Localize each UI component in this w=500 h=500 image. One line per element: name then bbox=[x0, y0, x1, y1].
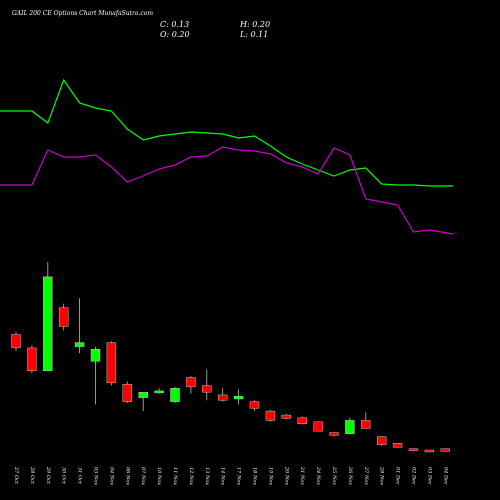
candle-body bbox=[43, 276, 53, 371]
candle-body bbox=[313, 421, 323, 432]
candle-body bbox=[377, 436, 387, 445]
candle-body bbox=[361, 420, 371, 429]
candle-body bbox=[59, 307, 69, 327]
candle-body bbox=[281, 414, 291, 419]
x-tick-label: 11 Nov bbox=[172, 467, 178, 485]
candle-body bbox=[90, 349, 101, 362]
candle-body bbox=[186, 377, 196, 388]
x-tick-label: 10 Nov bbox=[156, 467, 162, 485]
candle-body bbox=[233, 396, 244, 400]
open-value: O: 0.20 bbox=[160, 30, 190, 39]
x-tick-label: 27 Nov bbox=[363, 466, 369, 485]
x-tick-label: 29 Oct bbox=[45, 466, 51, 485]
x-tick-label: 02 Dec bbox=[411, 467, 417, 485]
candle-body bbox=[11, 334, 21, 349]
candle-body bbox=[27, 347, 37, 371]
x-tick-label: 06 Nov bbox=[124, 467, 130, 485]
x-tick-label: 31 Oct bbox=[77, 467, 83, 485]
low-value: L: 0.11 bbox=[240, 30, 269, 39]
x-axis-labels: 27 Oct 28 Oct 29 Oct 30 Oct 31 Oct 03 Nov 04 N… bbox=[13, 466, 448, 485]
x-tick-label: 18 Nov bbox=[252, 467, 258, 485]
candle-body bbox=[154, 390, 164, 394]
indicator-lines bbox=[0, 78, 454, 235]
candle-body bbox=[138, 392, 148, 398]
candle-body bbox=[122, 383, 133, 402]
candles bbox=[11, 262, 450, 453]
candle-body bbox=[440, 448, 450, 452]
candle-body bbox=[217, 394, 228, 401]
x-tick-label: 13 Nov bbox=[204, 467, 210, 485]
candle-body bbox=[392, 443, 403, 448]
x-tick-label: 14 Nov bbox=[220, 467, 226, 485]
x-tick-label: 03 Nov bbox=[93, 467, 99, 485]
x-tick-label: 21 Nov bbox=[299, 466, 305, 485]
indicator-line-1 bbox=[0, 78, 453, 187]
chart-title: GAIL 200 CE Options Chart MunafaSutra.co… bbox=[12, 10, 154, 17]
x-tick-label: 26 Nov bbox=[347, 466, 353, 485]
candle-body bbox=[408, 448, 419, 451]
candle-body bbox=[106, 342, 117, 384]
x-tick-label: 04 Nov bbox=[108, 467, 114, 485]
candle-body bbox=[329, 432, 339, 436]
candle-body bbox=[74, 342, 85, 347]
x-tick-label: 28 Oct bbox=[29, 466, 35, 485]
candle-body bbox=[202, 385, 212, 393]
close-value: C: 0.13 bbox=[160, 20, 190, 29]
candle-body bbox=[265, 410, 276, 421]
x-tick-label: 25 Nov bbox=[331, 466, 337, 485]
x-tick-label: 27 Oct bbox=[13, 466, 19, 485]
x-tick-label: 30 Oct bbox=[61, 467, 67, 485]
x-tick-label: 19 Nov bbox=[267, 467, 273, 485]
high-value: H: 0.20 bbox=[240, 20, 271, 29]
x-tick-label: 04 Dec bbox=[442, 467, 448, 485]
candle-body bbox=[424, 449, 435, 453]
x-tick-label: 01 Dec bbox=[395, 467, 401, 485]
x-tick-label: 12 Nov bbox=[188, 467, 194, 485]
indicator-line-2 bbox=[0, 146, 454, 235]
x-tick-label: 28 Nov bbox=[379, 466, 385, 485]
x-tick-label: 03 Dec bbox=[426, 467, 432, 485]
candle-body bbox=[170, 388, 180, 402]
x-tick-label: 17 Nov bbox=[236, 467, 242, 485]
candle-body bbox=[249, 401, 260, 409]
x-tick-label: 07 Nov bbox=[140, 467, 146, 485]
x-tick-label: 24 Nov bbox=[315, 466, 321, 485]
x-tick-label: 20 Nov bbox=[283, 466, 289, 485]
candle-body bbox=[345, 420, 355, 435]
candle-body bbox=[297, 417, 307, 425]
